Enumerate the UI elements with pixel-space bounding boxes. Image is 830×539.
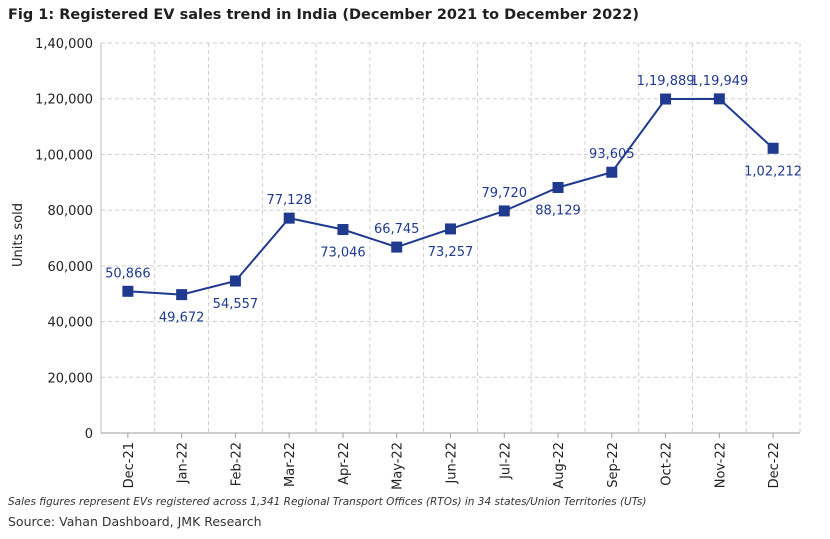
data-point-marker	[229, 275, 241, 287]
x-tick-label: Apr-22	[337, 442, 352, 485]
y-tick-labels: 0 20,000 40,000 60,000 80,000 1,00,000 1,20,00…	[35, 37, 93, 442]
x-tick-label: Nov-22	[713, 442, 728, 488]
data-label: 93,605	[589, 147, 635, 162]
data-point-marker	[122, 285, 134, 297]
data-point-marker	[391, 241, 403, 253]
chart-title: Fig 1: Registered EV sales trend in Indi…	[8, 7, 639, 23]
x-tick-label: Dec-22	[767, 442, 782, 488]
data-label: 77,128	[266, 193, 312, 208]
data-point-marker	[498, 205, 510, 217]
data-labels: 50,866 49,672 54,557 77,128 73,046 66,745 73,2…	[105, 74, 802, 326]
x-tick-label: Aug-22	[552, 442, 567, 489]
y-tick-label: 80,000	[48, 204, 94, 219]
series-line-group	[122, 93, 779, 301]
data-label: 1,19,889	[637, 74, 695, 89]
data-label: 49,672	[159, 311, 205, 326]
data-label: 1,19,949	[690, 74, 748, 89]
x-tick-label: Feb-22	[229, 442, 244, 486]
footnote: Sales figures represent EVs registered a…	[8, 496, 647, 508]
data-point-marker	[283, 212, 295, 224]
data-point-marker	[606, 166, 618, 178]
data-point-marker	[176, 289, 188, 301]
y-tick-label: 1,40,000	[35, 37, 93, 52]
x-tick-label: Jan-22	[176, 442, 191, 484]
data-label: 79,720	[482, 186, 528, 201]
source-note: Source: Vahan Dashboard, JMK Research	[8, 514, 262, 529]
data-label: 73,257	[428, 245, 474, 260]
x-tick-label: Sep-22	[606, 442, 621, 488]
grid-lines	[101, 42, 801, 433]
x-tick-label: Dec-21	[122, 442, 137, 488]
data-point-marker	[552, 181, 564, 193]
series-line	[127, 97, 774, 296]
y-tick-label: 1,00,000	[35, 148, 93, 163]
x-tick-labels: Dec-21 Jan-22 Feb-22 Mar-22 Apr-22 May-22 Jun-…	[122, 442, 782, 490]
x-tick-label: May-22	[391, 442, 406, 490]
data-point-marker	[767, 142, 779, 154]
y-axis-label: Units sold	[11, 203, 26, 267]
y-tick-label: 60,000	[48, 260, 94, 275]
data-point-marker	[445, 223, 456, 235]
y-tick-label: 40,000	[48, 316, 94, 331]
x-tick-label: Jun-22	[445, 442, 460, 485]
data-label: 73,046	[320, 246, 366, 261]
data-label: 54,557	[213, 297, 259, 312]
y-tick-label: 20,000	[48, 371, 94, 386]
x-tick-label: Mar-22	[283, 442, 298, 487]
x-tick-label: Oct-22	[660, 442, 675, 486]
y-tick-label: 0	[85, 427, 93, 442]
data-label: 66,745	[374, 222, 420, 237]
data-label: 50,866	[105, 266, 151, 281]
y-tick-label: 1,20,000	[35, 93, 93, 108]
axes	[100, 43, 800, 438]
data-label: 88,129	[535, 203, 581, 218]
x-tick-label: Jul-22	[498, 442, 513, 480]
data-point-marker	[337, 224, 349, 236]
data-label: 1,02,212	[744, 164, 802, 179]
data-point-marker	[713, 93, 725, 105]
data-point-marker	[660, 93, 672, 105]
